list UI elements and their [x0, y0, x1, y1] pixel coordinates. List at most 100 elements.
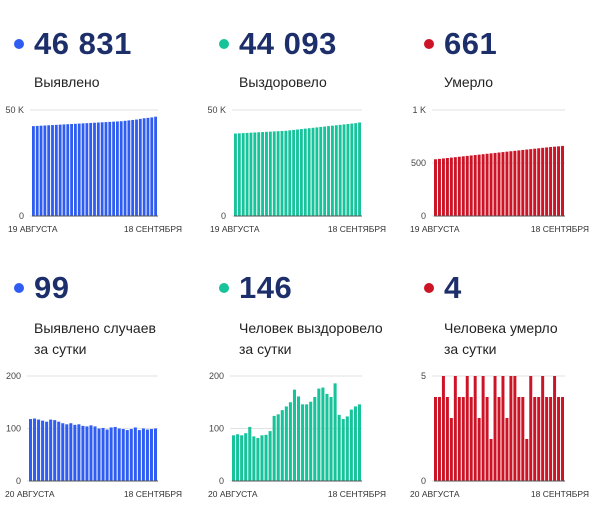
- bar: [481, 154, 485, 216]
- bar: [240, 435, 244, 481]
- bar: [493, 376, 497, 481]
- bar: [449, 418, 453, 481]
- bar: [236, 434, 240, 481]
- bar: [89, 425, 93, 481]
- bar: [485, 153, 489, 216]
- bar: [69, 423, 73, 481]
- bar: [345, 416, 349, 481]
- recovered-total-label: Выздоровело: [239, 74, 327, 90]
- bar: [288, 130, 292, 216]
- bar: [264, 434, 268, 481]
- bar: [33, 418, 37, 481]
- bar: [272, 415, 276, 481]
- bar: [441, 376, 445, 481]
- bar: [58, 124, 62, 216]
- bar: [307, 128, 311, 216]
- bar: [485, 397, 489, 481]
- bar: [311, 127, 315, 216]
- bar: [137, 430, 141, 481]
- bar: [545, 397, 549, 481]
- bar: [469, 397, 473, 481]
- bar: [545, 147, 549, 216]
- bar: [73, 424, 77, 481]
- bar: [434, 159, 437, 216]
- bar: [329, 397, 333, 481]
- bar: [108, 121, 112, 216]
- bar: [113, 426, 117, 481]
- bar: [533, 397, 537, 481]
- bar: [517, 150, 521, 216]
- bar: [473, 376, 477, 481]
- deaths-total-number: 661: [444, 26, 498, 61]
- bar: [489, 153, 493, 216]
- bar: [309, 401, 313, 481]
- confirmed-daily-number: 99: [34, 270, 70, 305]
- bar: [505, 151, 509, 216]
- bar: [437, 397, 441, 481]
- bar: [354, 123, 358, 216]
- bar: [53, 420, 57, 481]
- bar: [315, 127, 319, 216]
- bar: [461, 156, 465, 216]
- bar: [135, 119, 138, 216]
- bar: [449, 157, 453, 216]
- bar: [41, 420, 45, 481]
- panel-confirmed-daily: 99 Выявлено случаев за сутки: [0, 270, 190, 520]
- y-tick-label: 100: [209, 424, 224, 434]
- bar: [268, 431, 272, 481]
- bar: [549, 397, 553, 481]
- bar: [74, 123, 77, 216]
- bar: [150, 117, 154, 216]
- bar: [541, 147, 545, 216]
- bar: [47, 125, 51, 216]
- bar: [81, 425, 85, 481]
- bar: [497, 152, 501, 216]
- bar: [119, 121, 123, 216]
- bar: [280, 130, 284, 216]
- bar: [453, 157, 457, 216]
- bar: [333, 383, 337, 481]
- bar: [145, 429, 149, 481]
- bar: [66, 124, 70, 216]
- bar: [325, 393, 329, 481]
- bar: [77, 424, 81, 481]
- y-tick-label: 500: [411, 158, 426, 168]
- bar: [541, 376, 545, 481]
- bar: [521, 149, 525, 216]
- bar: [477, 154, 481, 216]
- y-tick-label: 0: [421, 476, 426, 486]
- deaths-total-label: Умерло: [444, 74, 494, 90]
- y-tick-label: 50 K: [5, 105, 24, 115]
- x-start-label: 20 АВГУСТА: [410, 489, 460, 499]
- bar: [350, 123, 354, 216]
- bar: [505, 418, 509, 481]
- y-tick-label: 0: [219, 476, 224, 486]
- bar: [489, 439, 493, 481]
- x-end-label: 18 СЕНТЯБРЯ: [124, 489, 182, 499]
- bar: [37, 419, 41, 481]
- bar: [469, 155, 473, 216]
- bar: [303, 128, 307, 216]
- bar: [149, 429, 153, 481]
- bar: [445, 158, 449, 216]
- panel-confirmed-total: 46 831 Выявлено: [0, 26, 190, 276]
- deaths-daily-dot: [424, 283, 434, 293]
- recovered-total-number: 44 093: [239, 26, 337, 61]
- y-tick-label: 0: [421, 211, 426, 221]
- bar: [49, 419, 53, 481]
- bar: [292, 129, 296, 216]
- bar: [245, 132, 249, 216]
- panel-deaths-total: 661 Умерло: [410, 26, 600, 276]
- x-start-label: 19 АВГУСТА: [8, 224, 58, 234]
- bar: [35, 125, 39, 216]
- bar: [253, 132, 257, 216]
- recovered-daily-number: 146: [239, 270, 293, 305]
- bar: [513, 150, 517, 216]
- confirmed-total-label: Выявлено: [34, 74, 100, 90]
- bar: [241, 133, 245, 216]
- confirmed-total-number: 46 831: [34, 26, 132, 61]
- bar: [313, 397, 317, 481]
- bar: [349, 409, 353, 481]
- bar: [97, 428, 101, 481]
- bar: [268, 131, 272, 216]
